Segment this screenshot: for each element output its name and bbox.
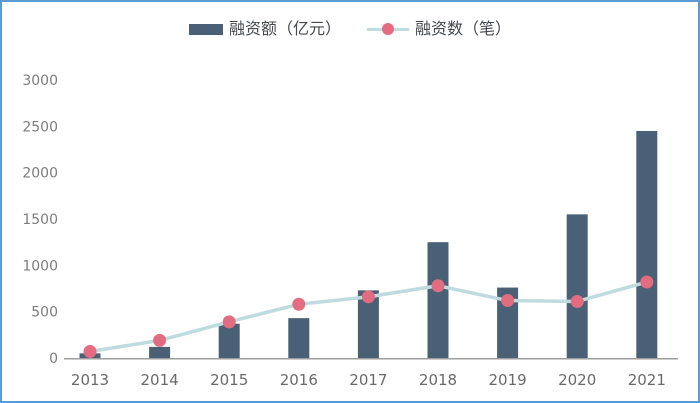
chart-legend: 融资额（亿元） 融资数（笔） <box>2 21 698 37</box>
x-axis-tick-label: 2020 <box>558 371 596 389</box>
bar-2015 <box>218 323 240 358</box>
line-marker-dot-icon <box>382 23 394 35</box>
line-marker-2015 <box>222 315 236 329</box>
legend-label-funding-count: 融资数（笔） <box>415 19 512 38</box>
line-marker-2013 <box>83 345 97 359</box>
x-axis-tick-label: 2021 <box>628 371 666 389</box>
line-marker-2014 <box>153 333 167 347</box>
x-axis-tick-label: 2014 <box>141 371 179 389</box>
legend-item-funding-count: 融资数（笔） <box>367 21 511 37</box>
y-axis-tick-label: 0 <box>49 351 58 367</box>
line-marker-2020 <box>570 294 584 308</box>
bar-2014 <box>149 346 171 358</box>
line-marker-2018 <box>431 279 445 293</box>
bar-series-swatch-icon <box>188 23 223 35</box>
line-marker-2016 <box>292 297 306 311</box>
bar-2016 <box>288 318 310 358</box>
y-axis-tick-label: 2000 <box>22 166 58 182</box>
line-marker-2017 <box>361 290 375 304</box>
x-axis-tick-label: 2015 <box>210 371 248 389</box>
y-axis-tick-label: 2500 <box>22 119 58 135</box>
x-axis-tick-label: 2013 <box>71 371 109 389</box>
y-axis-tick-label: 3000 <box>22 73 58 89</box>
y-axis-tick-label: 500 <box>31 305 58 321</box>
line-marker-2021 <box>640 275 654 289</box>
bar-2021 <box>636 130 658 358</box>
x-axis-tick-label: 2019 <box>489 371 527 389</box>
legend-label-funding-amount: 融资额（亿元） <box>228 19 341 38</box>
bar-2020 <box>566 214 588 358</box>
x-axis-tick-label: 2016 <box>280 371 318 389</box>
y-axis-tick-label: 1000 <box>22 258 58 274</box>
line-series-swatch-icon <box>367 23 409 36</box>
bar-2017 <box>357 290 379 358</box>
x-axis-tick-label: 2018 <box>419 371 457 389</box>
bar-2018 <box>427 242 449 358</box>
x-axis-tick-label: 2017 <box>349 371 387 389</box>
y-axis-tick-label: 1500 <box>22 212 58 228</box>
bar-2019 <box>497 287 519 358</box>
line-marker-2019 <box>501 294 515 308</box>
legend-item-funding-amount: 融资额（亿元） <box>188 19 341 38</box>
